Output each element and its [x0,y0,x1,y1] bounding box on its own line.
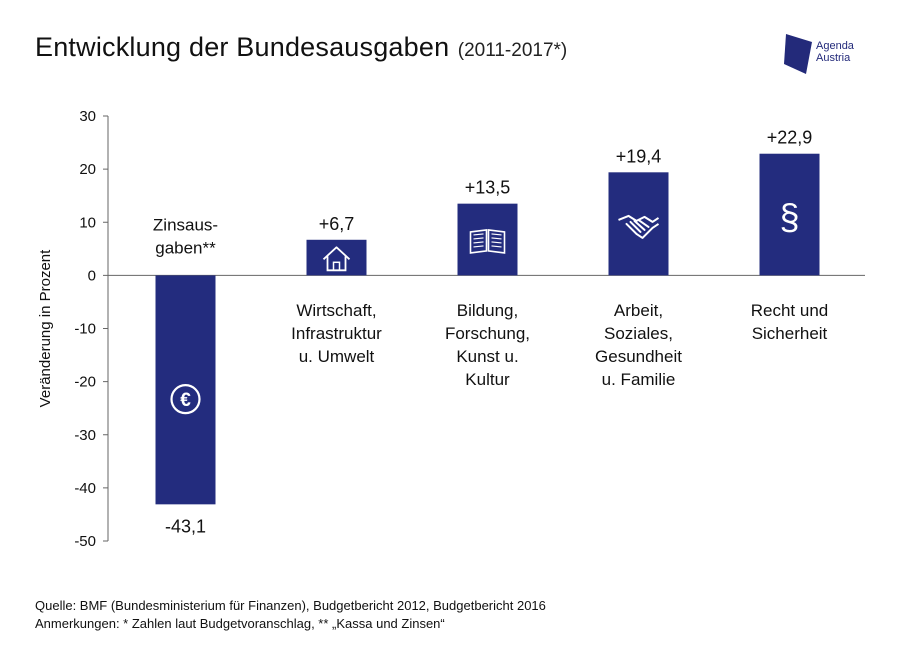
category-label: Kunst u. [456,347,518,366]
svg-text:§: § [779,196,799,237]
category-label: u. Umwelt [299,347,375,366]
category-label: Kultur [465,370,510,389]
value-label: -43,1 [165,516,206,536]
logo-mark-icon [784,34,812,74]
y-tick-label: 10 [79,214,96,231]
y-tick-label: -30 [74,427,96,444]
category-label: Recht und [751,301,829,320]
agenda-austria-logo: Agenda Austria [782,28,862,80]
category-label: Arbeit, [614,301,663,320]
bar [759,153,820,276]
category-label: Sicherheit [752,324,828,343]
chart-subtitle: (2011-2017*) [457,40,568,61]
y-tick-label: -20 [74,374,96,391]
category-label: Forschung, [445,324,530,343]
y-tick-label: 20 [79,161,96,178]
annotation-note: Anmerkungen: * Zahlen laut Budgetvoransc… [35,616,445,631]
category-label: Gesundheit [595,347,682,366]
y-tick-label: -10 [74,321,96,338]
handshake-icon [618,214,660,239]
logo-text-line1: Agenda [816,40,854,52]
category-label: Soziales, [604,324,673,343]
house-icon [322,246,351,272]
y-tick-label: 0 [88,267,96,284]
source-note: Quelle: BMF (Bundesministerium für Finan… [35,598,546,613]
category-label: gaben** [155,238,216,257]
value-label: +19,4 [616,146,662,166]
svg-text:€: € [180,390,191,411]
y-tick-label: -50 [74,533,96,550]
category-label: Wirtschaft, [296,301,376,320]
category-label: Bildung, [457,301,518,320]
category-label: Infrastruktur [291,324,382,343]
chart-title: Entwicklung der Bundesausgaben [35,32,450,62]
value-label: +6,7 [319,214,355,234]
y-tick-label: 30 [79,108,96,125]
bar [155,275,216,505]
logo-text-line2: Austria [816,52,851,64]
chart-title-row: Entwicklung der Bundesausgaben (2011-201… [35,32,567,63]
category-label: Zinsaus- [153,215,218,234]
y-axis-label: Veränderung in Prozent [37,249,54,407]
footer: Quelle: BMF (Bundesministerium für Finan… [35,597,546,633]
euro-icon: € [170,384,201,415]
y-tick-label: -40 [74,480,96,497]
book-icon [469,229,506,254]
bar [457,203,518,276]
bar-chart: 30 20 10 0 -10 -20 -30 -40 -50 Veränderung in Pro… [37,108,865,550]
value-label: +22,9 [767,128,813,148]
category-label: u. Familie [602,370,676,389]
value-label: +13,5 [465,178,511,198]
paragraph-icon: § [779,196,799,237]
